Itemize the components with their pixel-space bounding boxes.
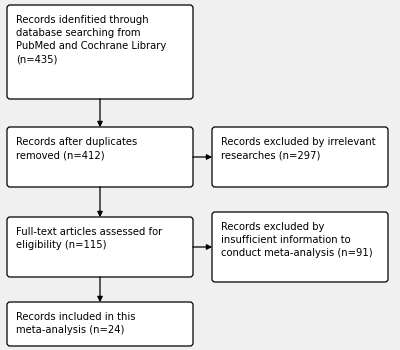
- FancyBboxPatch shape: [7, 127, 193, 187]
- Text: Records excluded by
insufficient information to
conduct meta-analysis (n=91): Records excluded by insufficient informa…: [221, 222, 373, 258]
- Text: Records idenfitied through
database searching from
PubMed and Cochrane Library
(: Records idenfitied through database sear…: [16, 15, 166, 65]
- Text: Records excluded by irrelevant
researches (n=297): Records excluded by irrelevant researche…: [221, 137, 376, 160]
- Text: Records included in this
meta-analysis (n=24): Records included in this meta-analysis (…: [16, 312, 136, 335]
- FancyBboxPatch shape: [7, 217, 193, 277]
- Text: Records after duplicates
removed (n=412): Records after duplicates removed (n=412): [16, 137, 137, 160]
- FancyBboxPatch shape: [7, 302, 193, 346]
- FancyBboxPatch shape: [212, 212, 388, 282]
- FancyBboxPatch shape: [212, 127, 388, 187]
- FancyBboxPatch shape: [7, 5, 193, 99]
- Text: Full-text articles assessed for
eligibility (n=115): Full-text articles assessed for eligibil…: [16, 227, 162, 250]
